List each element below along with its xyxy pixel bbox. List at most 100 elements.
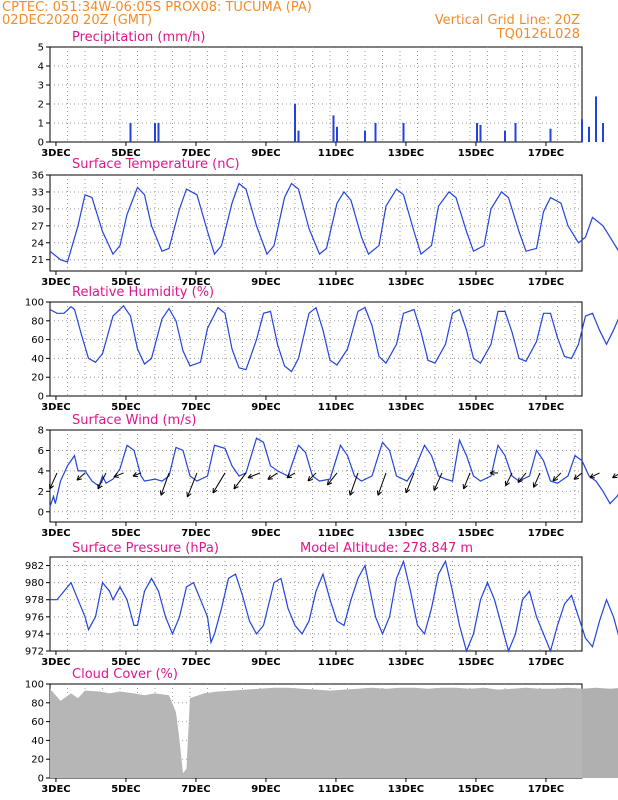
- y-tick-label: 8: [38, 426, 44, 437]
- wind-arrowhead: [76, 475, 82, 481]
- wind-arrowhead: [113, 472, 119, 478]
- precip-bar: [595, 96, 597, 142]
- wind-vector: [573, 472, 583, 480]
- wind-vector: [233, 472, 247, 490]
- y-tick-label: 0: [38, 392, 44, 403]
- y-tick-label: 80: [31, 316, 44, 327]
- x-tick-label: 17DEC: [528, 528, 564, 539]
- x-tick-label: 11DEC: [318, 784, 354, 795]
- x-tick-label: 7DEC: [181, 402, 210, 413]
- x-tick-label: 11DEC: [318, 657, 354, 668]
- precip-bar: [129, 123, 132, 142]
- wind-vector: [113, 472, 124, 478]
- x-tick-label: 7DEC: [181, 528, 210, 539]
- y-tick-label: 24: [31, 238, 44, 249]
- y-tick-label: 976: [25, 612, 44, 623]
- x-tick-label: 15DEC: [458, 148, 494, 159]
- y-tick-label: 978: [25, 595, 44, 606]
- y-tick-label: 5: [38, 43, 44, 54]
- x-tick-label: 3DEC: [41, 528, 70, 539]
- wind-arrowhead: [589, 473, 595, 479]
- y-tick-label: 33: [31, 187, 44, 198]
- x-tick-label: 5DEC: [111, 784, 140, 795]
- x-tick-label: 9DEC: [251, 784, 280, 795]
- precip-bar: [154, 123, 156, 142]
- x-tick-label: 11DEC: [318, 148, 354, 159]
- x-tick-label: 9DEC: [251, 657, 280, 668]
- wind-vector: [505, 472, 513, 486]
- y-tick-label: 40: [31, 736, 44, 747]
- wind-vector: [132, 472, 142, 477]
- wind-arrowhead: [517, 477, 523, 483]
- x-tick-label: 9DEC: [251, 528, 280, 539]
- x-tick-label: 13DEC: [388, 528, 424, 539]
- x-tick-label: 3DEC: [41, 277, 70, 288]
- x-tick-label: 13DEC: [388, 148, 424, 159]
- y-tick-label: 30: [31, 204, 44, 215]
- panel-title: Surface Temperature (nC): [72, 157, 240, 172]
- x-tick-label: 9DEC: [251, 277, 280, 288]
- precip-bar: [402, 123, 405, 142]
- wind-arrowhead: [376, 490, 382, 496]
- panel-title: Precipitation (mm/h): [72, 30, 205, 45]
- y-tick-label: 27: [31, 221, 44, 232]
- x-tick-label: 17DEC: [528, 657, 564, 668]
- wind-vector: [405, 472, 415, 494]
- vertical-grid-note: Vertical Grid Line: 20Z: [434, 13, 580, 28]
- wind-arrowhead: [49, 483, 55, 490]
- y-tick-label: 2: [38, 100, 44, 111]
- y-tick-label: 0: [38, 774, 44, 785]
- y-tick-label: 974: [25, 629, 44, 640]
- x-tick-label: 5DEC: [111, 148, 140, 159]
- precip-bar: [588, 126, 590, 142]
- wind-vector: [589, 472, 600, 479]
- wind-arrowhead: [573, 474, 579, 480]
- y-tick-label: 0: [38, 507, 44, 518]
- panel-title: Surface Pressure (hPa): [72, 541, 219, 556]
- x-tick-label: 11DEC: [318, 402, 354, 413]
- plot-frame: [49, 174, 583, 272]
- y-tick-label: 2: [38, 487, 44, 498]
- x-tick-label: 15DEC: [458, 657, 494, 668]
- wind-vector: [517, 472, 527, 483]
- precip-bar: [581, 119, 583, 142]
- wind-vector: [267, 472, 278, 480]
- wind-arrowhead: [326, 479, 333, 486]
- wind-vector: [76, 472, 86, 481]
- series-line: [49, 437, 618, 507]
- wind-arrowhead: [247, 473, 254, 479]
- plot-frame: [49, 429, 583, 523]
- x-tick-label: 5DEC: [111, 528, 140, 539]
- precip-bar: [332, 115, 335, 142]
- x-tick-label: 15DEC: [458, 402, 494, 413]
- precip-bar: [297, 130, 300, 142]
- y-tick-label: 40: [31, 354, 44, 365]
- x-tick-label: 13DEC: [388, 657, 424, 668]
- precip-bar: [374, 123, 377, 142]
- y-tick-label: 4: [38, 466, 44, 477]
- y-tick-label: 80: [31, 698, 44, 709]
- run-date: 02DEC2020 20Z (GMT): [2, 13, 153, 28]
- series-line: [49, 182, 618, 263]
- x-tick-label: 13DEC: [388, 402, 424, 413]
- x-tick-label: 3DEC: [41, 784, 70, 795]
- plot-frame: [49, 46, 583, 143]
- wind-arrowhead: [405, 487, 411, 494]
- precip-bar: [476, 123, 478, 142]
- y-tick-label: 20: [31, 373, 44, 384]
- x-tick-label: 13DEC: [388, 784, 424, 795]
- x-tick-label: 11DEC: [318, 277, 354, 288]
- wind-arrowhead: [97, 483, 103, 490]
- x-tick-label: 3DEC: [41, 657, 70, 668]
- wind-arrowhead: [286, 473, 293, 479]
- precip-bar: [364, 130, 366, 142]
- wind-vector: [552, 472, 562, 482]
- wind-arrowhead: [233, 483, 239, 490]
- x-tick-label: 13DEC: [388, 277, 424, 288]
- wind-vector: [349, 472, 359, 496]
- y-tick-label: 0: [38, 138, 44, 149]
- wind-vector: [212, 472, 226, 494]
- y-tick-label: 100: [25, 298, 44, 309]
- cloud-cover-area: [50, 687, 618, 778]
- x-tick-label: 9DEC: [251, 402, 280, 413]
